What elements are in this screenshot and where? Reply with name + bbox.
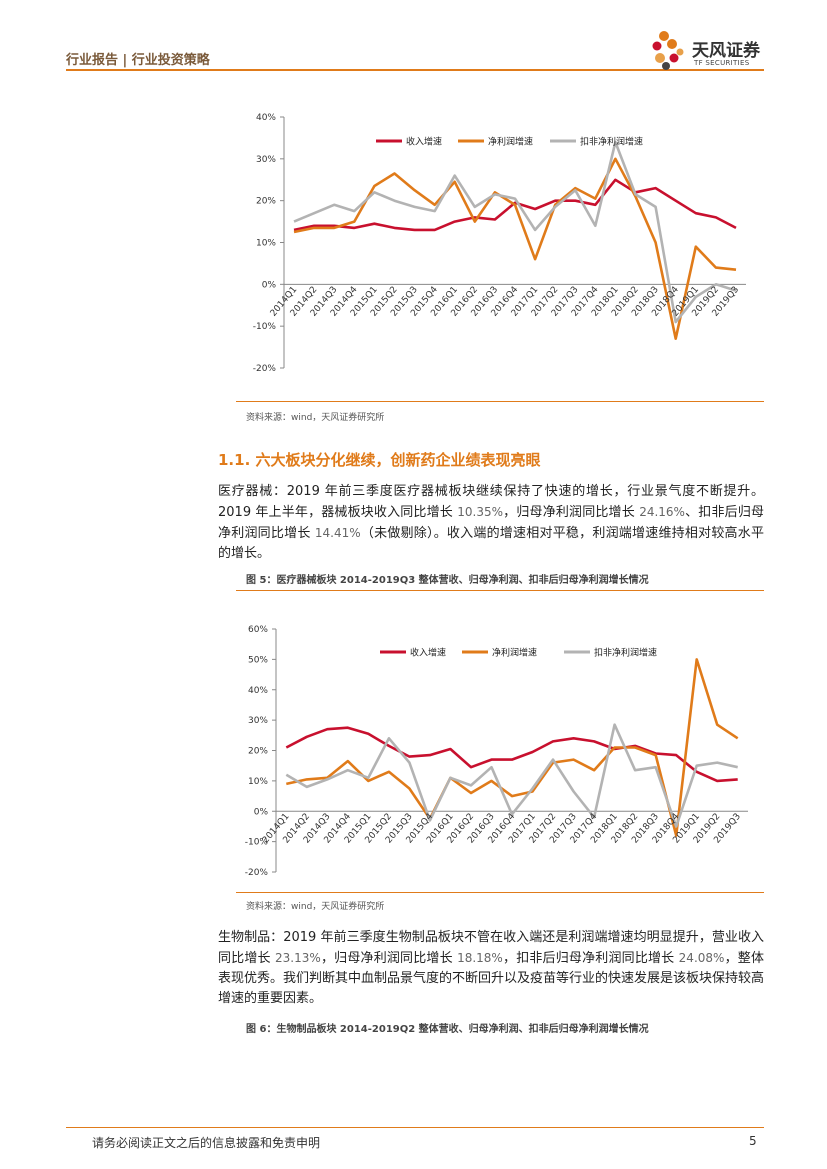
chart-2-top-rule <box>236 892 764 893</box>
chart-2-y-tick-label: 60% <box>248 625 268 635</box>
para1-value-3: 14.41% <box>314 526 361 540</box>
para2-text-2: ，归母净利润同比增长 <box>320 951 458 966</box>
chart-1-y-tick-label: 0% <box>262 280 277 290</box>
figure-5-rule <box>236 590 764 591</box>
para1-text-1: 医疗器械：2019 年前三季度医疗器械板块继续保持了快速的增长，行业景气度不断提… <box>218 484 764 520</box>
para1-value-1: 10.35% <box>457 505 504 519</box>
report-breadcrumb: 行业报告 | 行业投资策略 <box>66 53 210 68</box>
chart-1-legend-label-2: 净利润增速 <box>488 136 533 148</box>
brand-name: 天风证券 <box>692 41 760 61</box>
chart-1-series-line-1 <box>293 178 737 232</box>
para1-text-4: （未做剔除）。收入端的增速相对平稳，利润端增速维持相对较高水平的增长。 <box>218 526 764 561</box>
para2-text-3: ，扣非后归母净利润同比增长 <box>502 951 679 966</box>
para2-value-1: 23.13% <box>275 951 321 965</box>
chart-1: -20%-10%0%10%20%30%40%2014Q12014Q22014Q3… <box>253 113 746 374</box>
chart-2-legend-label-1: 收入增速 <box>410 647 446 659</box>
chart-2-y-tick-label: 10% <box>248 777 268 787</box>
footer-divider <box>66 1127 764 1128</box>
chart-1-y-tick-label: -10% <box>253 322 277 332</box>
chart-1-y-tick-label: 20% <box>256 197 276 207</box>
chart-2-legend-label-2: 净利润增速 <box>492 647 537 659</box>
para1-value-2: 24.16% <box>639 505 685 519</box>
chart-2-y-tick-label: -10% <box>245 838 269 848</box>
paragraph-medical-devices: 医疗器械：2019 年前三季度医疗器械板块继续保持了快速的增长，行业景气度不断提… <box>218 482 764 564</box>
chart-1-y-tick-label: 40% <box>256 113 276 123</box>
chart-1-y-tick-label: 30% <box>256 155 276 165</box>
chart-2-y-tick-label: 30% <box>248 716 268 726</box>
paragraph-biologics: 生物制品：2019 年前三季度生物制品板块不管在收入端还是利润端增速均明显提升，… <box>218 928 764 1009</box>
figure-6-caption: 图 6：生物制品板块 2014-2019Q2 整体营收、归母净利润、扣非后归母净… <box>246 1024 649 1035</box>
page-number: 5 <box>749 1134 757 1148</box>
para1-text-2: ，归母净利润同比增长 <box>503 505 640 520</box>
chart-2-y-tick-label: 20% <box>248 747 268 757</box>
chart-1-y-tick-label: 10% <box>256 239 276 249</box>
chart-2-legend-label-3: 扣非净利润增速 <box>594 647 657 659</box>
brand-logo-icon <box>652 31 684 70</box>
chart-2-y-tick-label: 40% <box>248 686 268 696</box>
para1-text-3: 、扣非后归母净利润同比增长 <box>218 505 764 541</box>
chart-1-legend-label-1: 收入增速 <box>406 136 442 148</box>
brand-sub: TF SECURITIES <box>694 59 750 67</box>
chart-2-series-line-3 <box>285 723 738 828</box>
chart-1-top-rule <box>236 401 764 402</box>
chart-1-source: 资料来源：wind，天风证券研究所 <box>246 413 385 423</box>
chart-2-y-tick-label: 0% <box>254 807 269 817</box>
para2-value-3: 24.08% <box>678 951 725 965</box>
section-title: 1.1. 六大板块分化继续，创新药企业绩表现亮眼 <box>218 451 541 469</box>
chart-1-series-line-3 <box>293 140 737 324</box>
para2-text-4: ，整体表现优秀。我们判断其中血制品景气度的不断回升以及疫苗等行业的快速发展是该板… <box>218 951 765 1006</box>
para2-text-1: 生物制品：2019 年前三季度生物制品板块不管在收入端还是利润端增速均明显提升，… <box>218 930 764 966</box>
para2-value-2: 18.18% <box>457 951 503 965</box>
chart-1-legend-label-3: 扣非净利润增速 <box>580 136 643 148</box>
header-divider <box>66 69 764 71</box>
figure-5-caption: 图 5：医疗器械板块 2014-2019Q3 整体营收、归母净利润、扣非后归母净… <box>246 575 649 586</box>
footer-disclaimer: 请务必阅读正文之后的信息披露和免责申明 <box>92 1136 321 1150</box>
chart-2-y-tick-label: -20% <box>245 868 269 878</box>
chart-2: -20%-10%0%10%20%30%40%50%60%2014Q12014Q2… <box>245 625 748 878</box>
chart-2-source: 资料来源：wind，天风证券研究所 <box>246 902 385 912</box>
chart-2-series-line-1 <box>285 726 738 783</box>
chart-2-y-tick-label: 50% <box>248 655 268 665</box>
chart-1-y-tick-label: -20% <box>253 364 277 374</box>
